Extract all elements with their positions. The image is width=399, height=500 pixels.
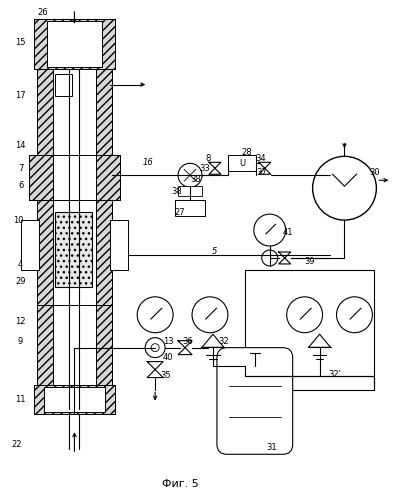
Bar bbox=[53, 305, 97, 384]
Bar bbox=[53, 68, 97, 166]
Text: 32: 32 bbox=[219, 337, 229, 346]
Bar bbox=[37, 68, 53, 166]
Bar bbox=[97, 305, 112, 384]
FancyBboxPatch shape bbox=[217, 348, 293, 455]
Text: 28: 28 bbox=[241, 148, 252, 157]
Bar bbox=[37, 200, 53, 305]
Text: 14: 14 bbox=[16, 141, 26, 150]
Bar bbox=[37, 68, 53, 166]
Bar bbox=[175, 200, 205, 216]
Text: 5: 5 bbox=[212, 248, 217, 256]
Bar bbox=[37, 305, 53, 384]
Circle shape bbox=[262, 250, 278, 266]
Text: 6: 6 bbox=[18, 180, 23, 190]
Bar bbox=[47, 21, 102, 66]
Text: 37: 37 bbox=[257, 168, 267, 177]
Bar bbox=[34, 384, 115, 414]
Bar bbox=[245, 270, 374, 390]
Text: 35: 35 bbox=[160, 371, 170, 380]
Text: 41: 41 bbox=[282, 228, 293, 236]
Bar bbox=[29, 156, 53, 200]
Bar bbox=[21, 220, 39, 270]
Bar bbox=[97, 156, 120, 200]
Text: 9: 9 bbox=[18, 337, 23, 346]
Bar bbox=[97, 68, 112, 166]
Bar bbox=[97, 200, 112, 305]
Text: 4: 4 bbox=[18, 260, 23, 270]
Bar bbox=[97, 68, 112, 166]
Text: 27: 27 bbox=[175, 208, 186, 216]
Circle shape bbox=[287, 297, 322, 332]
Bar bbox=[97, 305, 112, 384]
Text: 8: 8 bbox=[205, 154, 211, 163]
Circle shape bbox=[192, 297, 228, 332]
Circle shape bbox=[254, 214, 286, 246]
Text: 36: 36 bbox=[183, 337, 194, 346]
Bar bbox=[97, 200, 112, 305]
Bar bbox=[97, 156, 120, 200]
Text: 13: 13 bbox=[163, 337, 174, 346]
Text: 10: 10 bbox=[14, 216, 24, 224]
Text: 17: 17 bbox=[15, 91, 26, 100]
Text: U: U bbox=[239, 159, 245, 168]
Text: 22: 22 bbox=[12, 440, 22, 449]
Bar bbox=[53, 200, 97, 305]
Text: 7: 7 bbox=[18, 164, 23, 173]
Circle shape bbox=[137, 297, 173, 332]
Circle shape bbox=[312, 156, 376, 220]
Bar bbox=[37, 305, 53, 384]
Text: 34: 34 bbox=[255, 154, 266, 163]
Text: 30: 30 bbox=[369, 168, 380, 177]
Bar bbox=[110, 220, 128, 270]
Bar bbox=[34, 19, 115, 68]
Text: 39: 39 bbox=[304, 258, 315, 266]
Bar bbox=[55, 212, 93, 287]
Text: 33: 33 bbox=[200, 164, 210, 173]
Bar bbox=[178, 186, 202, 196]
Text: 40: 40 bbox=[163, 353, 173, 362]
Bar bbox=[34, 384, 115, 414]
Text: 11: 11 bbox=[16, 395, 26, 404]
Text: 32': 32' bbox=[328, 370, 341, 379]
Text: 38: 38 bbox=[172, 186, 182, 196]
Circle shape bbox=[336, 297, 372, 332]
Text: 29: 29 bbox=[16, 278, 26, 286]
Text: Фиг. 5: Фиг. 5 bbox=[162, 479, 198, 489]
Text: 26: 26 bbox=[37, 8, 48, 18]
Text: 16: 16 bbox=[143, 158, 154, 167]
Bar bbox=[228, 156, 256, 172]
Circle shape bbox=[178, 164, 202, 187]
Text: 12: 12 bbox=[16, 317, 26, 326]
Bar bbox=[37, 200, 53, 305]
Circle shape bbox=[151, 344, 159, 351]
Bar bbox=[34, 19, 115, 68]
Text: 38': 38' bbox=[190, 174, 203, 184]
Text: 31: 31 bbox=[267, 443, 277, 452]
Circle shape bbox=[145, 338, 165, 357]
Bar bbox=[55, 74, 73, 96]
Bar bbox=[53, 156, 97, 200]
Bar bbox=[29, 156, 53, 200]
Bar bbox=[43, 386, 105, 412]
Text: 15: 15 bbox=[16, 38, 26, 47]
